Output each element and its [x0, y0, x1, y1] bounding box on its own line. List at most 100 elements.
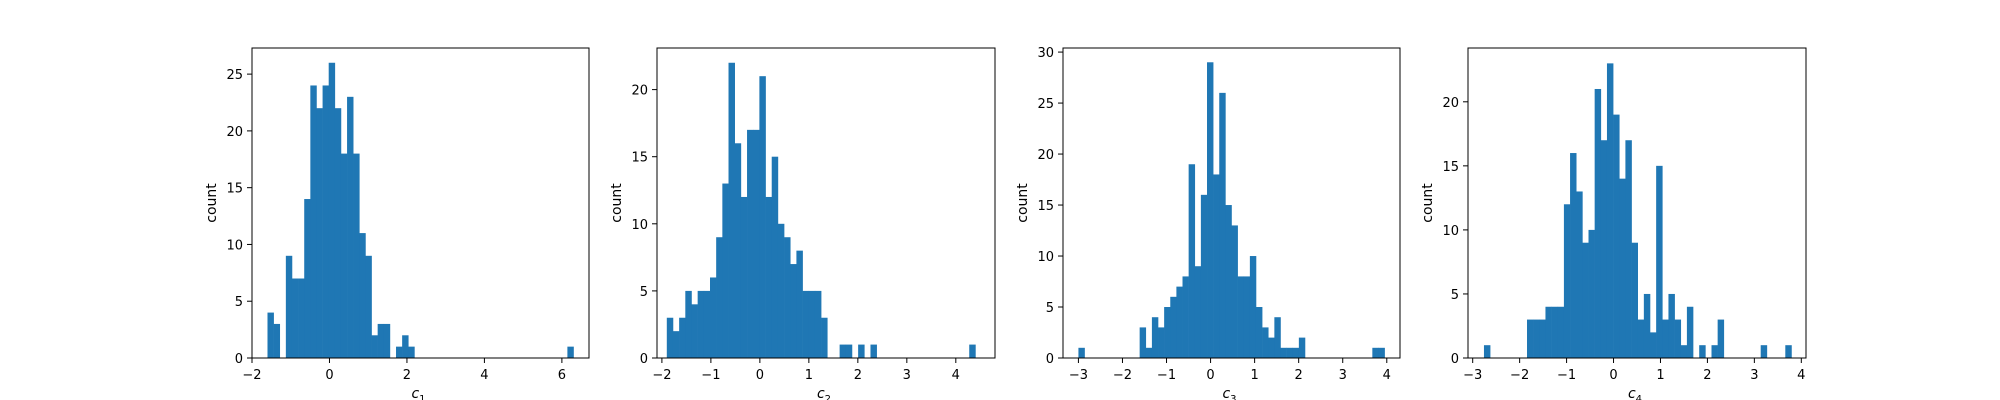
- histogram-bar: [858, 344, 865, 358]
- x-tick-label: 3: [1339, 368, 1347, 383]
- histogram-bar: [310, 85, 317, 358]
- histogram-bar: [759, 76, 766, 359]
- histogram-bar: [765, 196, 773, 358]
- histogram-bar: [1619, 178, 1626, 358]
- x-tick-label: 2: [854, 368, 862, 383]
- histogram-bar: [1717, 319, 1725, 358]
- x-tick-label: 1: [805, 368, 813, 383]
- histogram-bar: [1631, 242, 1638, 358]
- histogram-bar: [1298, 337, 1306, 358]
- x-tick-label: 0: [1206, 368, 1214, 383]
- histogram-bar: [291, 278, 299, 358]
- histogram-bar: [396, 346, 403, 358]
- histogram-bar: [408, 346, 415, 358]
- histogram-bar: [1170, 296, 1177, 358]
- histogram-bar: [821, 317, 828, 358]
- histogram-bar: [734, 143, 742, 358]
- histogram-bar: [802, 290, 810, 358]
- histogram-bar: [1680, 345, 1688, 358]
- x-tick-label: −3: [1069, 368, 1088, 383]
- x-tick-label: 0: [325, 368, 333, 383]
- histogram-bar: [1182, 276, 1189, 358]
- x-tick-label: 3: [903, 368, 911, 383]
- histogram-bar: [371, 335, 378, 358]
- histogram-bar: [1600, 140, 1608, 358]
- histogram-bar: [1078, 347, 1085, 358]
- histogram-bar: [365, 255, 372, 358]
- x-axis-label-base: c: [1222, 386, 1230, 400]
- histogram-bar: [1378, 347, 1385, 358]
- histogram-bar: [322, 85, 329, 358]
- histogram-bar: [273, 323, 281, 358]
- histogram-bar: [1539, 319, 1546, 358]
- histogram-bar: [1200, 194, 1208, 358]
- x-tick-label: −1: [1157, 368, 1176, 383]
- histogram-bar: [672, 331, 680, 358]
- y-tick-label: 30: [1037, 46, 1054, 61]
- histogram-bar: [1243, 276, 1251, 358]
- histogram-bar: [1637, 319, 1645, 358]
- histogram-bar: [691, 304, 698, 358]
- histogram-bar: [753, 129, 760, 358]
- histogram-bar: [784, 237, 791, 358]
- y-axis-label: count: [1420, 183, 1436, 223]
- y-tick-label: 25: [1037, 97, 1054, 112]
- histogram-bar: [814, 290, 822, 358]
- x-axis-label: c3: [1222, 386, 1236, 400]
- histogram-bar: [808, 290, 816, 358]
- histogram-bar: [328, 62, 336, 358]
- y-tick-label: 20: [226, 125, 243, 140]
- histogram-bar: [1225, 205, 1232, 358]
- histogram-bar: [1582, 242, 1589, 358]
- y-tick-label: 20: [1442, 96, 1459, 111]
- histogram-bar: [1656, 165, 1663, 358]
- x-tick-label: 2: [1295, 368, 1303, 383]
- histogram-bar: [796, 250, 803, 358]
- histogram-bar: [285, 255, 293, 358]
- y-tick-label: 15: [631, 151, 648, 166]
- histogram-bar: [1372, 347, 1379, 358]
- y-tick-label: 20: [1037, 148, 1054, 163]
- histogram-bar: [740, 196, 748, 358]
- histogram-bar: [1594, 88, 1602, 359]
- histogram-bar: [728, 62, 735, 358]
- histogram-bar: [685, 290, 692, 358]
- x-tick-label: 0: [756, 368, 764, 383]
- y-axis-label: count: [204, 183, 220, 223]
- histogram-bar: [1194, 266, 1202, 358]
- histogram-bar: [1164, 307, 1171, 358]
- y-tick-label: 0: [235, 352, 243, 367]
- x-axis-label-subscript: 3: [1230, 394, 1236, 400]
- x-tick-label: 1: [1656, 368, 1664, 383]
- x-tick-label: −2: [242, 368, 261, 383]
- x-axis-label-subscript: 1: [419, 394, 425, 400]
- x-axis-label: c4: [1628, 386, 1642, 400]
- y-tick-label: 15: [226, 182, 243, 197]
- histogram-bar: [1286, 347, 1294, 358]
- histogram-bar: [316, 108, 323, 359]
- histogram-bar: [1231, 225, 1238, 358]
- y-tick-label: 10: [1442, 224, 1459, 239]
- histogram-bar: [567, 346, 574, 358]
- histogram-bar: [710, 277, 717, 358]
- histogram-bar: [1237, 276, 1245, 358]
- histogram-bar: [402, 335, 409, 358]
- histogram-bar: [1262, 327, 1269, 358]
- histogram-bar: [1145, 347, 1153, 358]
- y-tick-label: 0: [640, 352, 648, 367]
- histogram-bar: [1533, 319, 1540, 358]
- y-tick-label: 15: [1442, 160, 1459, 175]
- histogram-bar: [353, 153, 360, 358]
- histogram-bar: [1576, 191, 1583, 358]
- x-axis-label-subscript: 2: [825, 394, 831, 400]
- histogram-bar: [1563, 204, 1571, 358]
- y-tick-label: 20: [631, 84, 648, 99]
- y-tick-label: 10: [631, 218, 648, 233]
- y-tick-label: 5: [235, 295, 243, 310]
- histogram-bar: [722, 183, 729, 358]
- axes-frame: [251, 47, 590, 359]
- x-tick-label: 6: [558, 368, 566, 383]
- histogram-bar: [377, 323, 385, 358]
- histogram-bar: [1760, 345, 1768, 358]
